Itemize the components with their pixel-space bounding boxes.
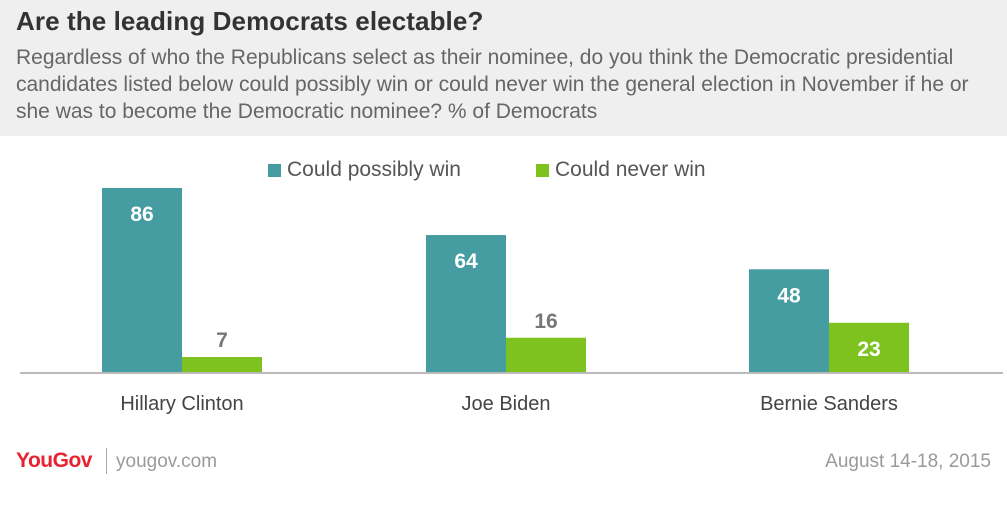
chart-title: Are the leading Democrats electable? — [16, 6, 484, 36]
chart-legend: Could possibly win Could never win — [0, 157, 1007, 183]
bar-bernie-sanders-could-possibly-win — [749, 269, 829, 372]
legend-swatch-could-possibly-win — [268, 163, 281, 177]
legend-label-could-never-win: Could never win — [555, 158, 706, 181]
footer-date: August 14-18, 2015 — [825, 451, 991, 472]
bar-joe-biden-could-possibly-win — [426, 235, 506, 372]
footer-url: yougov.com — [116, 451, 218, 472]
bar-hillary-clinton-could-never-win — [182, 357, 262, 372]
x-tick-label-joe-biden: Joe Biden — [462, 393, 551, 415]
bar-joe-biden-could-never-win — [506, 337, 586, 372]
bar-hillary-clinton-could-possibly-win — [102, 187, 182, 372]
legend-label-could-possibly-win: Could possibly win — [287, 158, 461, 181]
x-tick-label-bernie-sanders: Bernie Sanders — [760, 393, 898, 415]
data-label-joe-biden-could-possibly-win: 64 — [454, 250, 478, 273]
legend-item-could-never-win: Could never win — [536, 157, 706, 183]
data-label-joe-biden-could-never-win: 16 — [534, 310, 557, 333]
data-label-bernie-sanders-could-never-win: 23 — [857, 338, 880, 361]
data-label-bernie-sanders-could-possibly-win: 48 — [777, 284, 801, 307]
data-label-hillary-clinton-could-possibly-win: 86 — [130, 203, 153, 226]
chart-header: Are the leading Democrats electable? Reg… — [0, 0, 1007, 136]
footer-divider — [106, 448, 107, 474]
data-label-hillary-clinton-could-never-win: 7 — [216, 329, 228, 352]
chart-subtitle: Regardless of who the Republicans select… — [16, 46, 969, 123]
yougov-logo: YouGov — [16, 449, 92, 472]
x-tick-label-hillary-clinton: Hillary Clinton — [120, 393, 243, 415]
legend-item-could-possibly-win: Could possibly win — [268, 157, 461, 183]
legend-swatch-could-never-win — [536, 163, 549, 177]
bar-bernie-sanders-could-never-win — [829, 322, 909, 372]
